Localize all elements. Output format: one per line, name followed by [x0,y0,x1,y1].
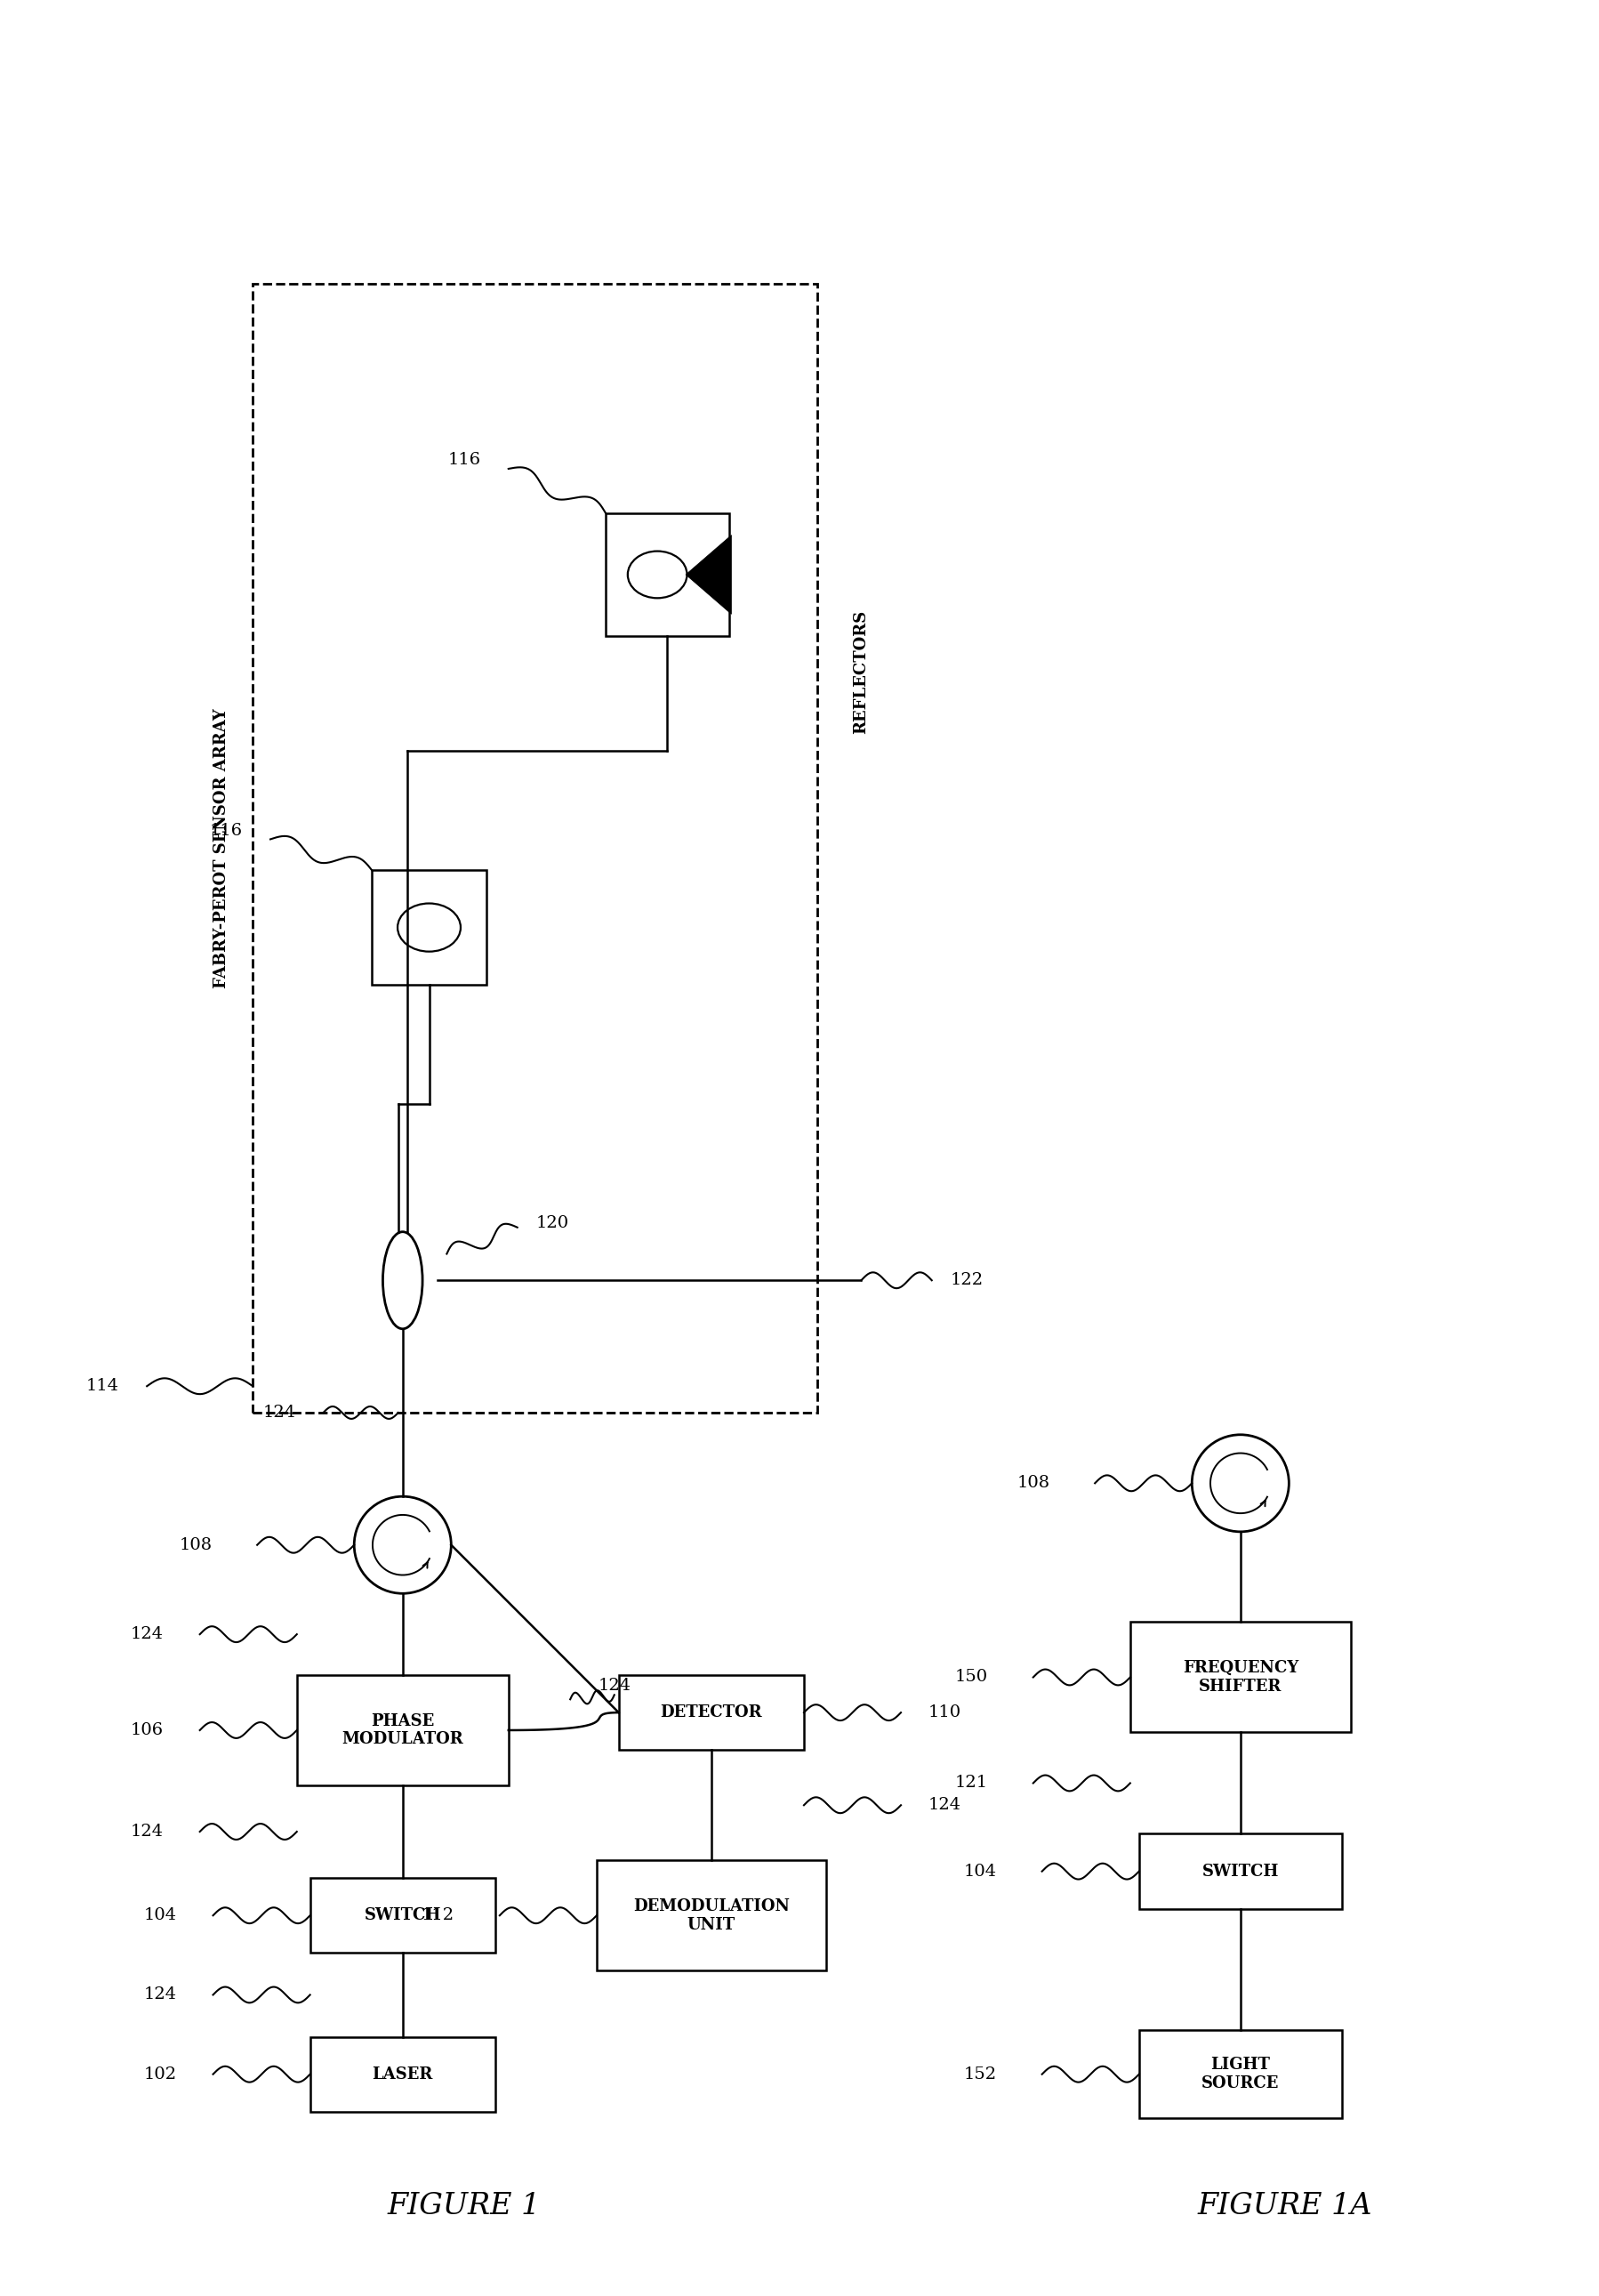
Text: 121: 121 [955,1775,988,1791]
Text: 102: 102 [144,2066,176,2082]
Bar [619,1676,804,1750]
Bar [596,1860,827,1970]
Text: 120: 120 [536,1215,569,1231]
Text: DEMODULATION
UNIT: DEMODULATION UNIT [633,1899,790,1933]
Bar [373,870,486,985]
Bar [297,1676,508,1786]
Text: FREQUENCY
SHIFTER: FREQUENCY SHIFTER [1183,1660,1298,1694]
Text: 114: 114 [86,1378,120,1394]
Text: 124: 124 [262,1405,296,1421]
Bar [310,2037,496,2112]
Text: 110: 110 [929,1704,961,1720]
Text: PHASE
MODULATOR: PHASE MODULATOR [342,1713,464,1747]
Polygon shape [686,535,731,613]
Bar [1138,1835,1342,1908]
Text: 124: 124 [929,1798,961,1814]
Text: FIGURE 1: FIGURE 1 [387,2193,540,2220]
Bar [606,512,729,636]
Text: 124: 124 [144,1986,176,2002]
Text: FIGURE 1A: FIGURE 1A [1198,2193,1372,2220]
Text: 106: 106 [131,1722,163,1738]
Text: 108: 108 [1017,1476,1049,1490]
Text: SWITCH: SWITCH [365,1908,441,1924]
Text: 116: 116 [448,452,481,468]
Text: 104: 104 [964,1864,996,1880]
Text: 108: 108 [179,1536,213,1552]
Text: 116: 116 [209,822,243,838]
Text: 124: 124 [131,1626,163,1642]
Bar [253,282,817,1412]
Text: 124: 124 [131,1823,163,1839]
Text: LASER: LASER [373,2066,433,2082]
Text: 152: 152 [964,2066,996,2082]
Text: 150: 150 [955,1669,988,1685]
Text: REFLECTORS: REFLECTORS [854,611,870,735]
Bar [1130,1623,1351,1733]
Text: 104: 104 [144,1908,176,1924]
Bar [310,1878,496,1954]
Text: SWITCH: SWITCH [1202,1864,1279,1880]
Text: FABRY-PEROT SENSOR ARRAY: FABRY-PEROT SENSOR ARRAY [214,707,230,987]
Text: 112: 112 [422,1908,454,1924]
Text: 124: 124 [598,1678,632,1694]
Bar [1138,2030,1342,2119]
Text: DETECTOR: DETECTOR [660,1704,763,1720]
Text: 122: 122 [950,1272,983,1288]
Text: LIGHT
SOURCE: LIGHT SOURCE [1201,2057,1279,2092]
